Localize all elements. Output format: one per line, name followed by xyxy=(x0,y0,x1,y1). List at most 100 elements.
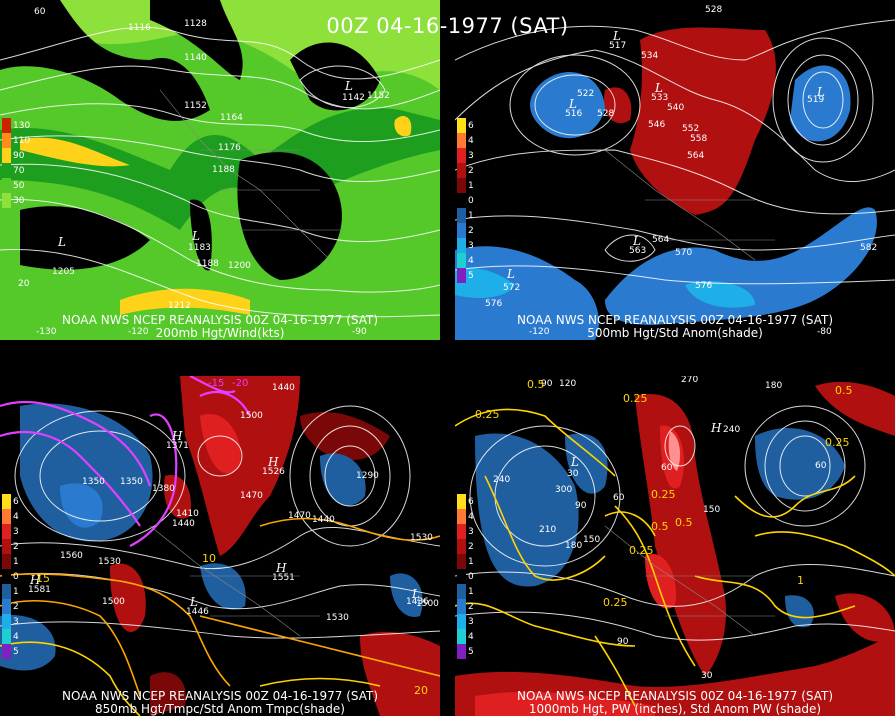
contour-label: 1152 xyxy=(367,91,390,101)
low-value: 1142 xyxy=(342,93,365,103)
contour-label: 570 xyxy=(675,248,692,258)
legend-swatch xyxy=(457,569,466,584)
pw-label: 0.5 xyxy=(527,378,545,391)
legend-label: 4 xyxy=(468,255,474,266)
axis-label: 60 xyxy=(34,7,46,17)
contour-label: 120 xyxy=(559,379,576,389)
low-marker: L xyxy=(654,81,663,95)
legend-entry: 3 xyxy=(457,148,491,163)
legend-swatch xyxy=(457,133,466,148)
legend-label: 5 xyxy=(468,646,474,657)
contour-label: 90 xyxy=(575,501,587,511)
legend-entry: 6 xyxy=(2,494,36,509)
legend-label: 4 xyxy=(468,631,474,642)
axis-label: -120 xyxy=(529,327,550,337)
low-marker: L xyxy=(344,79,353,93)
low-marker: L xyxy=(816,85,825,99)
contour-label: 1350 xyxy=(120,477,143,487)
contour-label: 1212 xyxy=(168,301,191,311)
legend-swatch xyxy=(457,178,466,193)
legend-swatch xyxy=(2,118,11,133)
legend-swatch xyxy=(457,614,466,629)
legend-label: 3 xyxy=(468,616,474,627)
legend-swatch xyxy=(457,629,466,644)
legend-entry: 4 xyxy=(457,509,491,524)
pw-label: 0.5 xyxy=(675,516,693,529)
caption-line1: NOAA NWS NCEP REANALYSIS 00Z 04-16-1977 … xyxy=(61,689,379,703)
axis-label: 20 xyxy=(18,279,30,289)
legend-label: 3 xyxy=(468,526,474,537)
contour-label: 150 xyxy=(583,535,600,545)
legend-swatch xyxy=(2,148,11,163)
panel-500mb-anom: 528 522 528 534 540 546 552 558 564 564 … xyxy=(455,0,895,340)
temp-label: 15 xyxy=(36,572,50,585)
map-200mb: 1128 1116 1140 1152 1152 1164 1176 1188 … xyxy=(0,0,440,340)
panel-850mb-temp: 1440 1500 1350 1380 1470 1410 1440 1470 … xyxy=(0,376,440,716)
legend-swatch xyxy=(457,238,466,253)
contour-label: 1200 xyxy=(228,261,251,271)
contour-label: 30 xyxy=(701,671,713,681)
legend-entry: 3 xyxy=(2,524,36,539)
high-marker: H xyxy=(29,573,41,587)
caption-line1: NOAA NWS NCEP REANALYSIS 00Z 04-16-1977 … xyxy=(516,313,834,327)
legend-entry: 70 xyxy=(2,163,36,178)
contour-label: 1116 xyxy=(128,23,151,33)
high-value: 1526 xyxy=(262,467,285,477)
contour-label: 210 xyxy=(539,525,556,535)
legend-entry: 5 xyxy=(2,644,36,659)
contour-label: 558 xyxy=(690,134,707,144)
temp-label: -20 xyxy=(232,378,248,389)
legend-entry: 1 xyxy=(457,554,491,569)
caption-line2: 1000mb Hgt, PW (inches), Std Anom PW (sh… xyxy=(528,702,822,716)
legend-swatch xyxy=(2,509,11,524)
contour-label: 1380 xyxy=(152,484,175,494)
contour-label: 576 xyxy=(485,299,502,309)
legend-swatch xyxy=(457,118,466,133)
legend-entry: 2 xyxy=(457,223,491,238)
contour-label: 552 xyxy=(682,124,699,134)
legend-label: 130 xyxy=(13,120,31,131)
legend-entry: 3 xyxy=(457,238,491,253)
contour-label: 1500 xyxy=(240,411,263,421)
legend-entry: 3 xyxy=(457,614,491,629)
pw-label: 0.25 xyxy=(651,488,676,501)
contour-label: 1500 xyxy=(416,599,439,609)
contour-label: 1470 xyxy=(240,491,263,501)
low-value: 30 xyxy=(567,469,579,479)
contour-label: 1140 xyxy=(184,53,207,63)
legend-label: 3 xyxy=(468,240,474,251)
contour-label: 300 xyxy=(555,485,572,495)
legend-swatch xyxy=(2,614,11,629)
legend-entry: 50 xyxy=(2,178,36,193)
low-value: 1183 xyxy=(188,243,211,253)
low-marker: L xyxy=(632,234,641,248)
legend-swatch xyxy=(2,554,11,569)
contour-label: 1440 xyxy=(272,383,295,393)
low-value: 533 xyxy=(651,93,668,103)
legend-label: 0 xyxy=(468,195,474,206)
legend-entry: 1 xyxy=(2,554,36,569)
pw-label: 0.5 xyxy=(835,384,853,397)
legend-label: 5 xyxy=(13,646,19,657)
legend-entry: 4 xyxy=(457,253,491,268)
map-500mb: 528 522 528 534 540 546 552 558 564 564 … xyxy=(455,0,895,340)
contour-label: 1188 xyxy=(196,259,219,269)
pw-label: 0.25 xyxy=(623,392,648,405)
contour-label: 1500 xyxy=(102,597,125,607)
map-1000mb: 90 120 270 180 240 210 180 150 300 90 60… xyxy=(455,376,895,716)
legend-swatch xyxy=(2,494,11,509)
low-marker: L xyxy=(568,97,577,111)
legend-swatch xyxy=(2,524,11,539)
low-marker: L xyxy=(506,267,515,281)
contour-label: 90 xyxy=(541,379,553,389)
legend-label: 1 xyxy=(468,210,474,221)
axis-label: -80 xyxy=(817,327,832,337)
legend-label: 2 xyxy=(468,165,474,176)
legend-label: 90 xyxy=(13,150,25,161)
axis-label: -90 xyxy=(352,327,367,337)
low-value: 1446 xyxy=(186,607,209,617)
contour-label: 60 xyxy=(661,463,673,473)
contour-label: 1560 xyxy=(60,551,83,561)
legend-swatch xyxy=(2,539,11,554)
contour-label: 540 xyxy=(667,103,684,113)
